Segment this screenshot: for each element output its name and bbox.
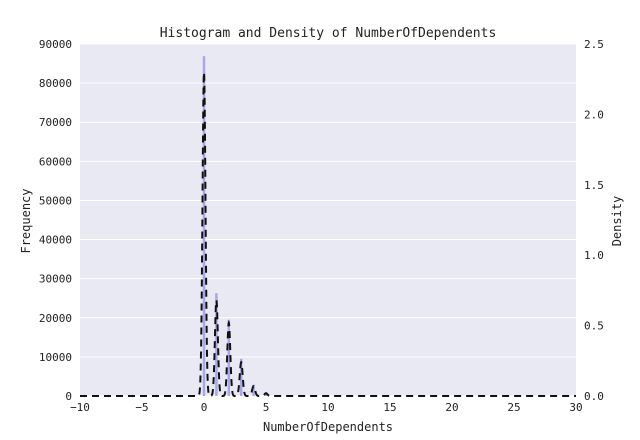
x-tick-label: 10 xyxy=(321,401,334,414)
density-line xyxy=(80,72,576,397)
histogram-bar xyxy=(227,319,231,396)
y-right-tick-label: 2.0 xyxy=(584,108,604,121)
y-left-tick-label: 40000 xyxy=(39,234,72,247)
y-left-tick-label: 10000 xyxy=(39,351,72,364)
x-tick-label: 15 xyxy=(383,401,396,414)
x-tick-label: 0 xyxy=(201,401,208,414)
histogram-bar xyxy=(239,358,243,396)
x-tick-label: 25 xyxy=(507,401,520,414)
x-axis-ticks: −10 −5 0 5 10 15 20 25 30 xyxy=(70,401,583,414)
y-left-tick-label: 30000 xyxy=(39,273,72,286)
grid-lines xyxy=(80,43,576,397)
y-axis-right-label: Density xyxy=(610,196,624,247)
y-left-tick-label: 60000 xyxy=(39,155,72,168)
y-left-tick-label: 80000 xyxy=(39,77,72,90)
y-left-tick-label: 50000 xyxy=(39,194,72,207)
x-tick-label: 30 xyxy=(569,401,582,414)
x-tick-label: 5 xyxy=(263,401,270,414)
chart-title: Histogram and Density of NumberOfDepende… xyxy=(160,26,497,41)
histogram-bar xyxy=(252,384,255,396)
histogram-bar xyxy=(215,293,218,396)
y-axis-left-label: Frequency xyxy=(19,188,33,253)
y-left-tick-label: 90000 xyxy=(39,38,72,51)
y-axis-right-ticks: 0.0 0.5 1.0 1.5 2.0 2.5 xyxy=(584,38,604,403)
plot-background xyxy=(80,44,576,396)
x-tick-label: −5 xyxy=(135,401,148,414)
y-right-tick-label: 2.5 xyxy=(584,38,604,51)
y-left-tick-label: 20000 xyxy=(39,312,72,325)
density-curve xyxy=(80,72,576,397)
histogram-bar xyxy=(264,393,268,396)
y-right-tick-label: 1.0 xyxy=(584,249,604,262)
y-left-tick-label: 70000 xyxy=(39,116,72,129)
y-axis-left-ticks: 0 10000 20000 30000 40000 50000 60000 70000 8000… xyxy=(39,38,72,403)
y-right-tick-label: 0.5 xyxy=(584,320,604,333)
x-tick-label: 20 xyxy=(445,401,458,414)
x-tick-label: −10 xyxy=(70,401,90,414)
histogram-bar xyxy=(202,56,206,396)
y-right-tick-label: 1.5 xyxy=(584,179,604,192)
x-axis-label: NumberOfDependents xyxy=(263,420,393,434)
y-right-tick-label: 0.0 xyxy=(584,390,604,403)
y-left-tick-label: 0 xyxy=(65,390,72,403)
